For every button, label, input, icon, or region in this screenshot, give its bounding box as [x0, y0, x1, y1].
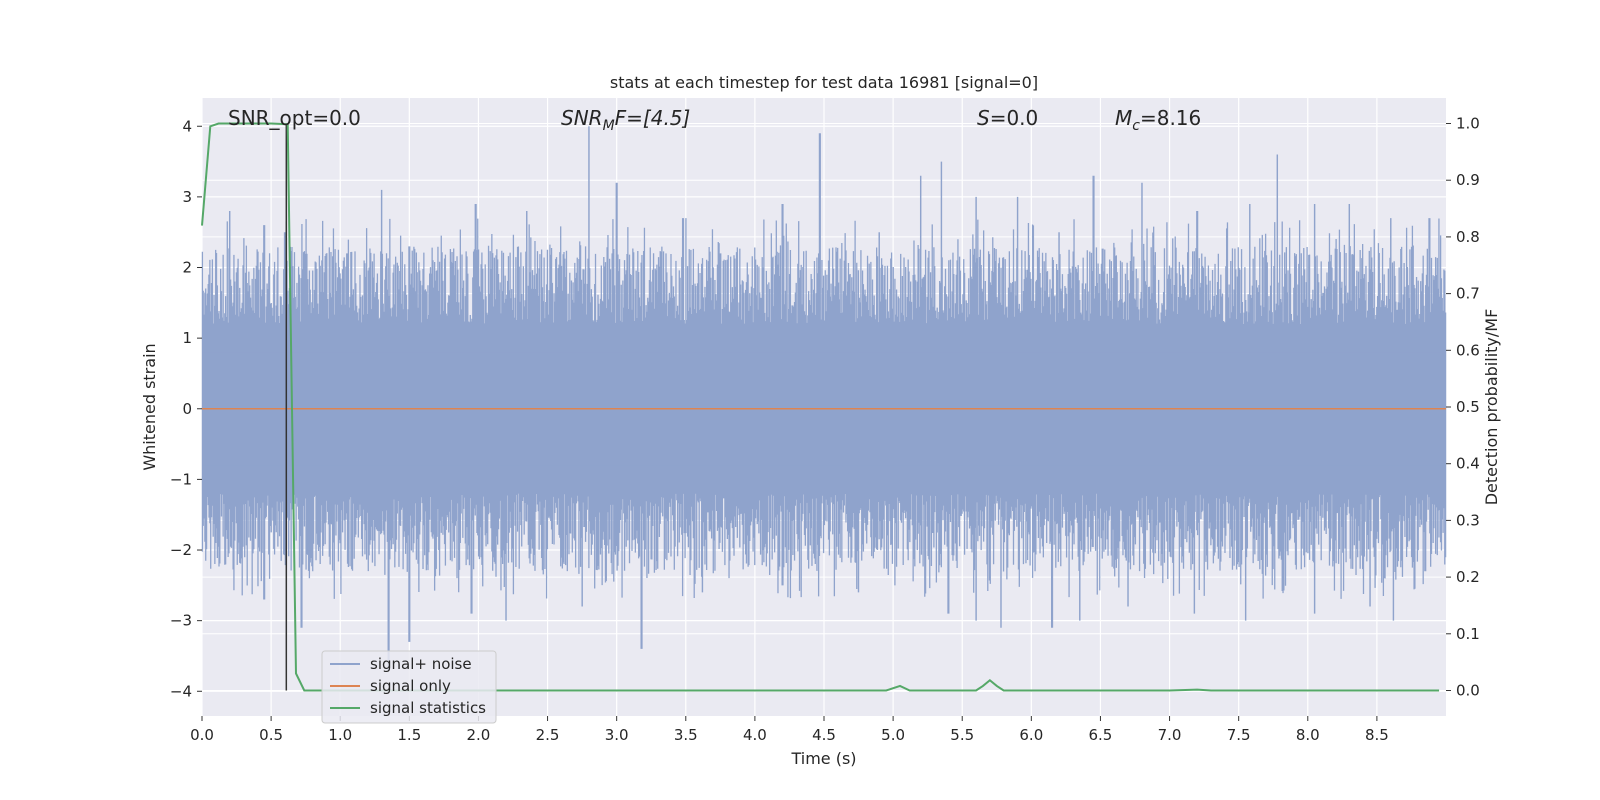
x-tick-label: 0.0 — [190, 726, 214, 744]
y2-ticks: 1.0 0.9 0.8 0.7 0.6 0.5 0.4 0.3 0.2 0.1 0.0 — [1446, 115, 1480, 699]
y2-tick-label: 0.8 — [1456, 228, 1480, 246]
x-tick-label: 1.5 — [397, 726, 421, 744]
y-ticks: 4 3 2 1 0 −1 −2 −3 −4 — [170, 117, 202, 700]
y-tick-label: −1 — [170, 470, 192, 488]
y-tick-label: −3 — [170, 612, 192, 630]
y-axis-label: Whitened strain — [140, 343, 159, 470]
x-tick-label: 3.0 — [605, 726, 629, 744]
x-tick-label: 4.5 — [812, 726, 836, 744]
x-tick-label: 7.5 — [1227, 726, 1251, 744]
chart-title: stats at each timestep for test data 169… — [610, 73, 1038, 92]
x-tick-label: 2.5 — [536, 726, 560, 744]
x-tick-label: 0.5 — [259, 726, 283, 744]
y2-tick-label: 1.0 — [1456, 115, 1480, 133]
x-tick-label: 2.0 — [467, 726, 491, 744]
legend-entry-noise: signal+ noise — [370, 655, 472, 673]
y2-tick-label: 0.5 — [1456, 398, 1480, 416]
signal-statistics-line — [201, 122, 1440, 692]
y-tick-label: 2 — [182, 259, 192, 277]
x-tick-label: 3.5 — [674, 726, 698, 744]
x-tick-label: 8.0 — [1296, 726, 1320, 744]
y2-axis-label: Detection probability/MF — [1482, 309, 1501, 506]
y-tick-label: −2 — [170, 541, 192, 559]
x-ticks: 0.0 0.5 1.0 1.5 2.0 2.5 3.0 3.5 4.0 4.5 5.0 5.5 6.0 6… — [190, 716, 1389, 744]
x-tick-label: 5.0 — [881, 726, 905, 744]
y2-tick-label: 0.3 — [1456, 511, 1480, 529]
x-tick-label: 6.0 — [1019, 726, 1043, 744]
y2-tick-label: 0.1 — [1456, 625, 1480, 643]
annotation-s: S=0.0 — [977, 106, 1038, 130]
y-tick-label: 0 — [182, 400, 192, 418]
y2-tick-label: 0.4 — [1456, 455, 1480, 473]
annotation-snr-mf: SNRMF=[4.5] — [561, 106, 690, 134]
y2-tick-label: 0.9 — [1456, 171, 1480, 189]
y-tick-label: 4 — [182, 117, 192, 135]
y-tick-label: −4 — [170, 682, 192, 700]
legend: signal+ noise signal only signal statist… — [321, 650, 497, 724]
y2-tick-label: 0.6 — [1456, 341, 1480, 359]
x-tick-label: 7.0 — [1158, 726, 1182, 744]
y2-tick-label: 0.0 — [1456, 681, 1480, 699]
legend-box — [321, 650, 497, 724]
annotation-snr-opt: SNR_opt=0.0 — [228, 106, 361, 130]
y-tick-label: 3 — [182, 188, 192, 206]
x-axis-label: Time (s) — [790, 749, 856, 768]
annotation-mc: Mc=8.16 — [1115, 106, 1201, 134]
y2-tick-label: 0.7 — [1456, 285, 1480, 303]
legend-entry-signal: signal only — [370, 677, 451, 695]
x-tick-label: 4.0 — [743, 726, 767, 744]
x-tick-label: 6.5 — [1089, 726, 1113, 744]
y-tick-label: 1 — [182, 329, 192, 347]
x-tick-label: 1.0 — [328, 726, 352, 744]
y2-tick-label: 0.2 — [1456, 568, 1480, 586]
x-tick-label: 5.5 — [950, 726, 974, 744]
legend-entry-stats: signal statistics — [370, 699, 486, 717]
x-tick-label: 8.5 — [1365, 726, 1389, 744]
